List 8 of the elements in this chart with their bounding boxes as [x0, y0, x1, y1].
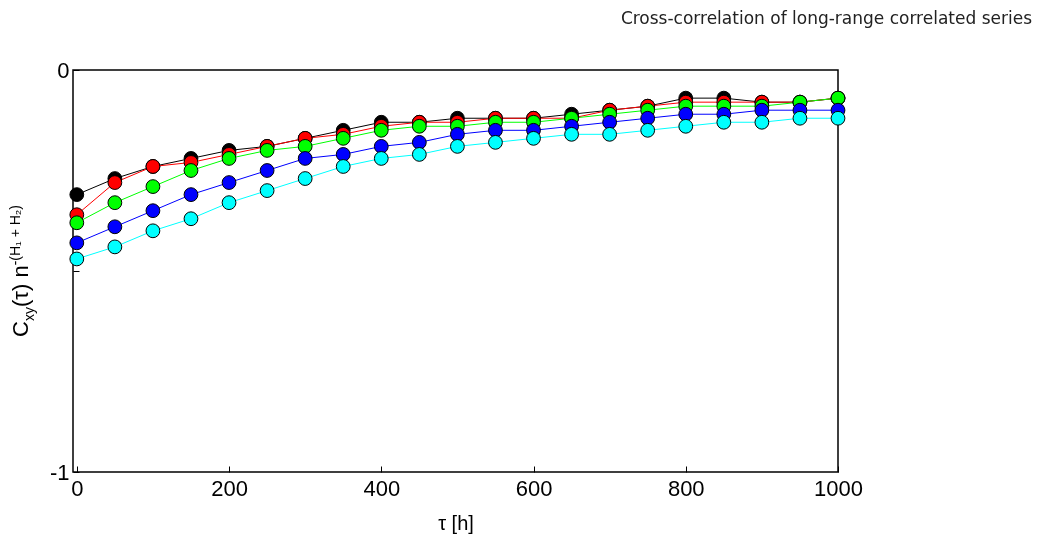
- x-tick-label: 200: [211, 475, 248, 501]
- chart-title: Cross-correlation of long-range correlated series: [620, 8, 1032, 28]
- x-tick-label: 800: [667, 475, 705, 501]
- y-tick-label: -1: [49, 459, 70, 485]
- x-tick-label: 400: [363, 475, 401, 501]
- x-tick-label: 600: [515, 475, 553, 501]
- x-tick-label: 1000: [814, 475, 863, 501]
- x-axis-title: τ [h]: [438, 511, 474, 534]
